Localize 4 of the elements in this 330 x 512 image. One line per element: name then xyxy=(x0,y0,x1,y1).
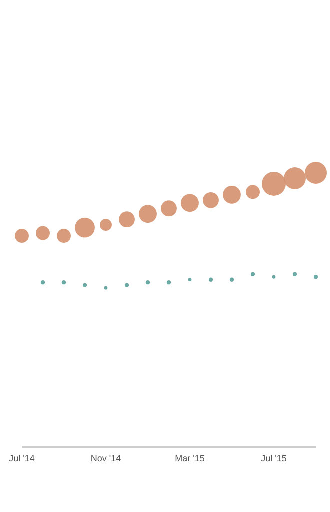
x-tick-label: Nov '14 xyxy=(90,453,122,464)
x-tick-label: Jul '14 xyxy=(9,453,35,464)
x-tick-label: Jul '15 xyxy=(261,453,287,464)
x-tick-label: Mar '15 xyxy=(175,453,205,464)
